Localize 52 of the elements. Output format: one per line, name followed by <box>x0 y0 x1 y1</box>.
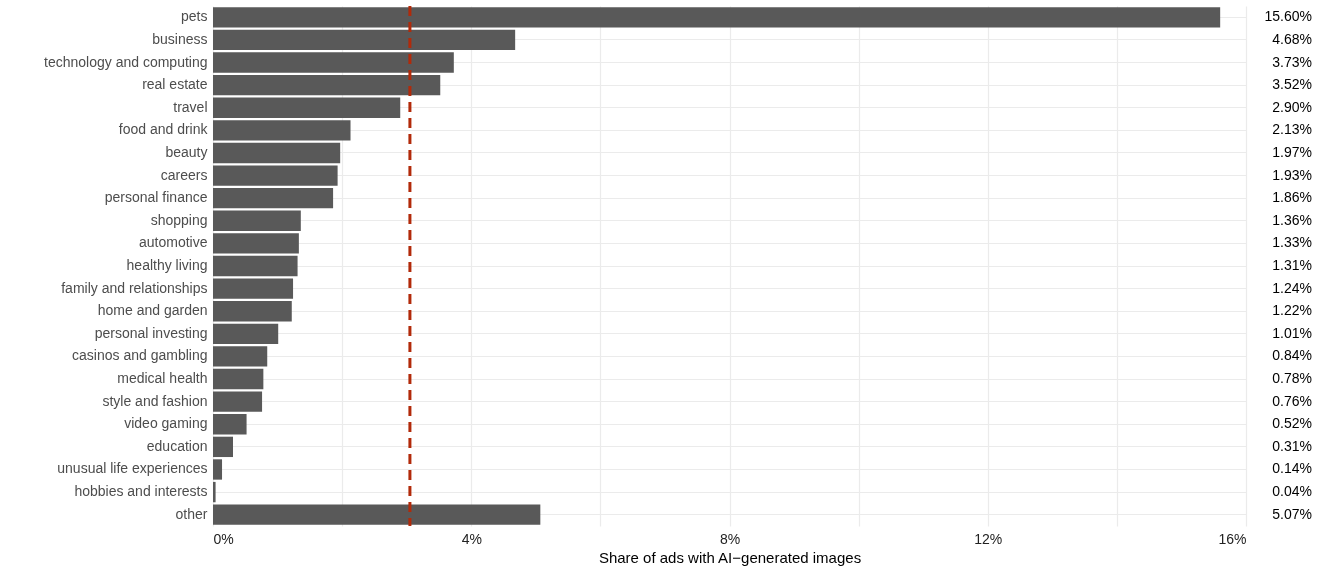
data-label: 0.76% <box>1272 392 1312 409</box>
data-label: 1.33% <box>1272 234 1312 251</box>
y-tick-label: unusual life experiences <box>57 460 208 477</box>
y-tick-label: food and drink <box>118 121 209 138</box>
y-tick-label: other <box>175 505 208 522</box>
data-label: 1.86% <box>1272 189 1312 206</box>
data-label: 1.36% <box>1272 211 1312 228</box>
data-label: 0.52% <box>1272 415 1312 432</box>
data-label: 1.31% <box>1272 257 1312 273</box>
y-tick-label: personal finance <box>104 189 208 206</box>
y-tick-label: personal investing <box>94 324 208 341</box>
data-label: 1.93% <box>1272 166 1312 183</box>
data-label: 5.07% <box>1272 505 1312 522</box>
y-tick-label: video gaming <box>124 415 208 432</box>
y-tick-label: healthy living <box>126 257 208 273</box>
data-label: 3.73% <box>1272 53 1312 70</box>
data-label: 1.22% <box>1272 302 1312 319</box>
data-label: 0.84% <box>1272 347 1312 364</box>
x-tick-label: 12% <box>974 530 1003 547</box>
y-tick-label: real estate <box>142 76 208 93</box>
data-label: 15.60% <box>1264 8 1312 25</box>
x-axis-title: Share of ads with AI−generated images <box>598 548 862 566</box>
y-tick-label: casinos and gambling <box>72 347 208 364</box>
data-label: 0.78% <box>1272 370 1312 387</box>
data-label: 1.97% <box>1272 143 1312 160</box>
y-tick-label: medical health <box>117 370 208 387</box>
x-tick-label: 0% <box>213 530 234 547</box>
data-label: 3.52% <box>1272 76 1312 93</box>
data-label: 2.13% <box>1272 121 1312 138</box>
x-tick-label: 8% <box>719 530 741 547</box>
data-label: 4.68% <box>1272 30 1312 47</box>
y-tick-label: education <box>146 437 208 454</box>
y-tick-label: style and fashion <box>102 392 208 409</box>
x-tick-label: 16% <box>1218 530 1247 547</box>
data-label: 0.04% <box>1272 483 1312 500</box>
y-tick-label: careers <box>160 166 208 183</box>
y-tick-label: business <box>152 30 208 47</box>
y-tick-label: family and relationships <box>61 279 208 296</box>
data-label: 1.24% <box>1272 279 1312 296</box>
y-tick-label: pets <box>181 8 208 25</box>
y-tick-label: travel <box>173 98 208 115</box>
y-tick-label: beauty <box>165 143 208 160</box>
data-label: 2.90% <box>1272 98 1312 115</box>
data-label: 0.14% <box>1272 460 1312 477</box>
data-label: 1.01% <box>1272 324 1312 341</box>
y-tick-label: home and garden <box>97 302 208 319</box>
y-tick-label: shopping <box>150 211 208 228</box>
y-tick-label: hobbies and interests <box>74 483 208 500</box>
x-tick-label: 4% <box>461 530 482 547</box>
data-label: 0.31% <box>1272 437 1312 454</box>
y-tick-label: technology and computing <box>44 53 208 70</box>
y-tick-label: automotive <box>139 234 208 251</box>
